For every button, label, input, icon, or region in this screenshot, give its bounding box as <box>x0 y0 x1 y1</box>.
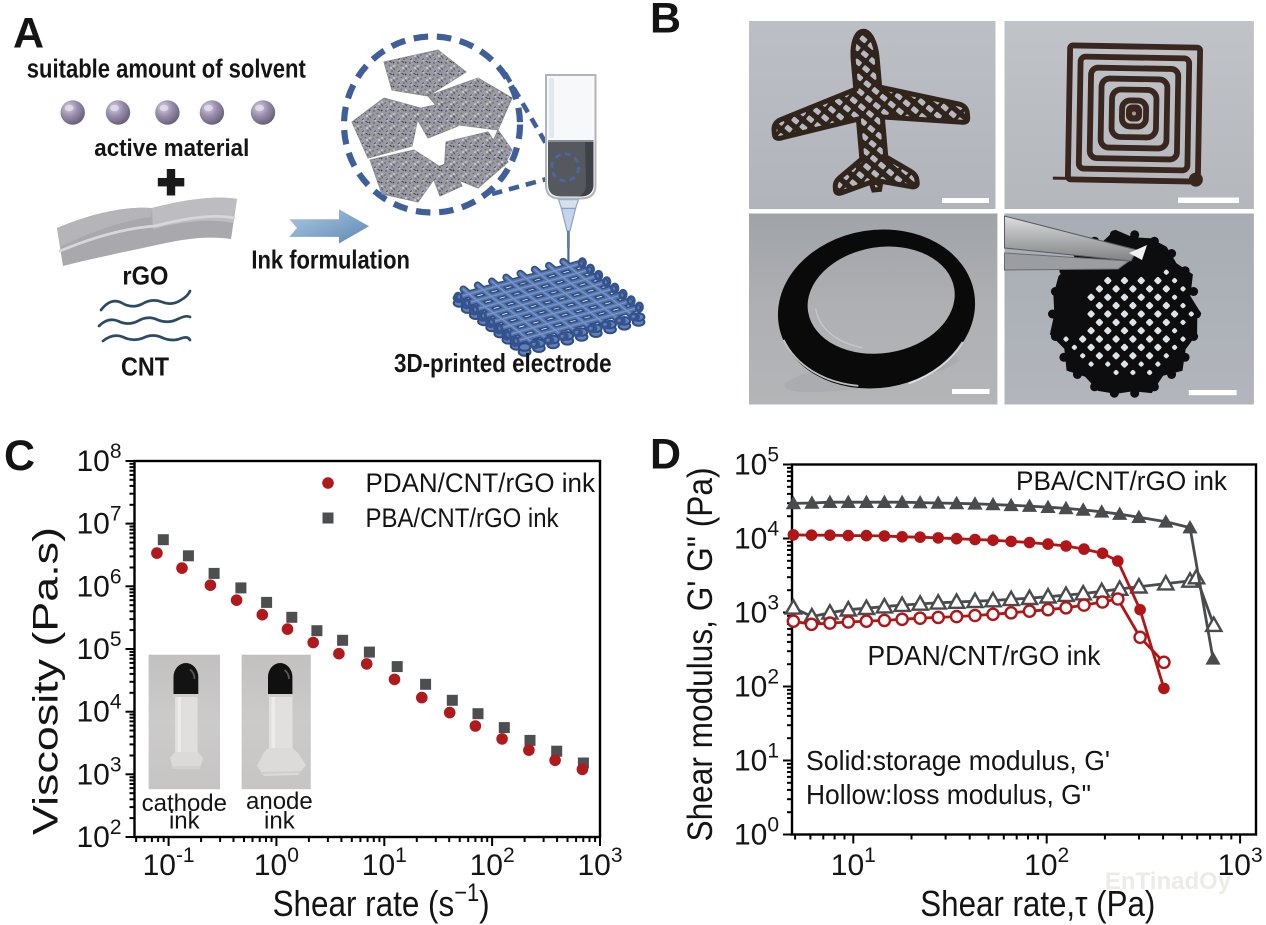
svg-text:CNT: CNT <box>121 352 169 382</box>
svg-text:103: 103 <box>76 753 121 791</box>
svg-text:101: 101 <box>362 844 407 882</box>
svg-text:Shear modulus, G' G" (Pa): Shear modulus, G' G" (Pa) <box>681 468 720 842</box>
svg-text:104: 104 <box>734 518 779 556</box>
svg-text:ink: ink <box>169 808 201 835</box>
svg-text:102: 102 <box>1024 844 1069 882</box>
svg-text:PDAN/CNT/rGO ink: PDAN/CNT/rGO ink <box>868 640 1102 671</box>
svg-text:103: 103 <box>1218 844 1263 882</box>
svg-text:Ink formulation: Ink formulation <box>251 245 410 275</box>
svg-text:Shear rate,τ (Pa): Shear rate,τ (Pa) <box>920 883 1155 924</box>
svg-text:Solid:storage modulus, G': Solid:storage modulus, G' <box>806 745 1110 776</box>
svg-text:D: D <box>650 431 681 479</box>
svg-text:100: 100 <box>734 814 779 852</box>
svg-text:PBA/CNT/rGO ink: PBA/CNT/rGO ink <box>366 503 559 533</box>
svg-text:10-1: 10-1 <box>143 844 195 882</box>
svg-text:104: 104 <box>76 691 121 729</box>
svg-text:Hollow:loss modulus, G": Hollow:loss modulus, G" <box>806 779 1091 810</box>
svg-text:108: 108 <box>76 440 121 478</box>
svg-text:3D-printed electrode: 3D-printed electrode <box>394 348 612 378</box>
svg-text:PBA/CNT/rGO ink: PBA/CNT/rGO ink <box>1016 466 1227 496</box>
svg-text:A: A <box>13 10 44 58</box>
svg-text:EnTinadOy: EnTinadOy <box>1105 868 1232 895</box>
svg-text:Shear rate (s−1): Shear rate (s−1) <box>273 879 490 924</box>
svg-text:102: 102 <box>470 844 515 882</box>
svg-text:active material: active material <box>94 135 249 162</box>
svg-text:101: 101 <box>831 844 876 882</box>
svg-text:rGO: rGO <box>122 261 168 291</box>
svg-text:107: 107 <box>76 503 121 541</box>
svg-text:B: B <box>650 0 681 43</box>
svg-text:anode: anode <box>246 788 313 815</box>
svg-text:105: 105 <box>76 628 121 666</box>
svg-text:102: 102 <box>76 816 121 854</box>
svg-text:100: 100 <box>254 844 299 882</box>
svg-text:101: 101 <box>734 740 779 778</box>
svg-text:C: C <box>4 432 35 480</box>
svg-text:105: 105 <box>734 444 779 482</box>
svg-text:103: 103 <box>577 844 622 882</box>
svg-text:ink: ink <box>264 808 296 835</box>
svg-text:106: 106 <box>76 565 121 603</box>
svg-text:PDAN/CNT/rGO ink: PDAN/CNT/rGO ink <box>366 468 596 498</box>
svg-text:suitable amount of solvent: suitable amount of solvent <box>27 56 306 84</box>
svg-text:cathode: cathode <box>142 790 227 817</box>
svg-text:103: 103 <box>734 592 779 630</box>
svg-text:Viscosity (Pa.s): Viscosity (Pa.s) <box>27 527 66 835</box>
svg-text:102: 102 <box>734 666 779 704</box>
